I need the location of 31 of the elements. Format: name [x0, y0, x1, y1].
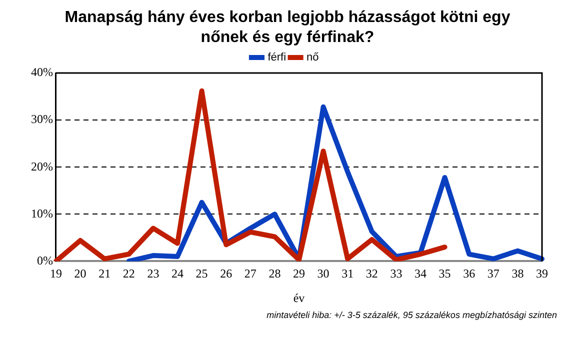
- text: mintavételi hiba: +/- 3-5 százalék, 95 százalékos megbízhatósági szinten: [266, 310, 558, 320]
- legend-label: férfi: [268, 52, 286, 64]
- x-tick-label: 33: [390, 266, 402, 281]
- x-tick-label: 28: [268, 266, 281, 281]
- x-tick-label: 24: [171, 266, 184, 281]
- y-tick-label: 20%: [30, 159, 53, 174]
- x-axis-title: év: [293, 290, 305, 305]
- x-tick-label: 38: [512, 266, 524, 281]
- x-tick-label: 21: [98, 266, 111, 281]
- x-tick-label: 27: [244, 266, 256, 281]
- x-tick-label: 39: [536, 266, 548, 281]
- y-tick-label: 40%: [30, 65, 53, 80]
- y-tick-label: 0%: [36, 253, 53, 268]
- y-tick-label: 30%: [30, 112, 53, 126]
- x-tick-label: 19: [50, 266, 62, 281]
- chart-title: Manapság hány éves korban legjobb házasságot kötni egy nőnek és egy férfinak?: [64, 8, 512, 48]
- x-tick-label: 30: [317, 266, 330, 281]
- x-tick-label: 20: [74, 266, 86, 281]
- legend-label: nő: [306, 52, 319, 64]
- x-tick-label: 37: [487, 266, 500, 281]
- x-tick-label: 29: [293, 266, 305, 281]
- x-tick-label: 32: [366, 266, 378, 281]
- y-tick-label: 10%: [30, 206, 53, 220]
- x-tick-label: 31: [342, 266, 354, 281]
- x-tick-label: 34: [414, 266, 426, 281]
- x-tick-label: 26: [220, 266, 232, 281]
- x-tick-label: 25: [196, 266, 208, 281]
- x-tick-label: 23: [147, 266, 160, 281]
- x-tick-label: 36: [463, 266, 476, 281]
- x-tick-label: 22: [122, 266, 135, 281]
- x-tick-label: 35: [438, 266, 451, 281]
